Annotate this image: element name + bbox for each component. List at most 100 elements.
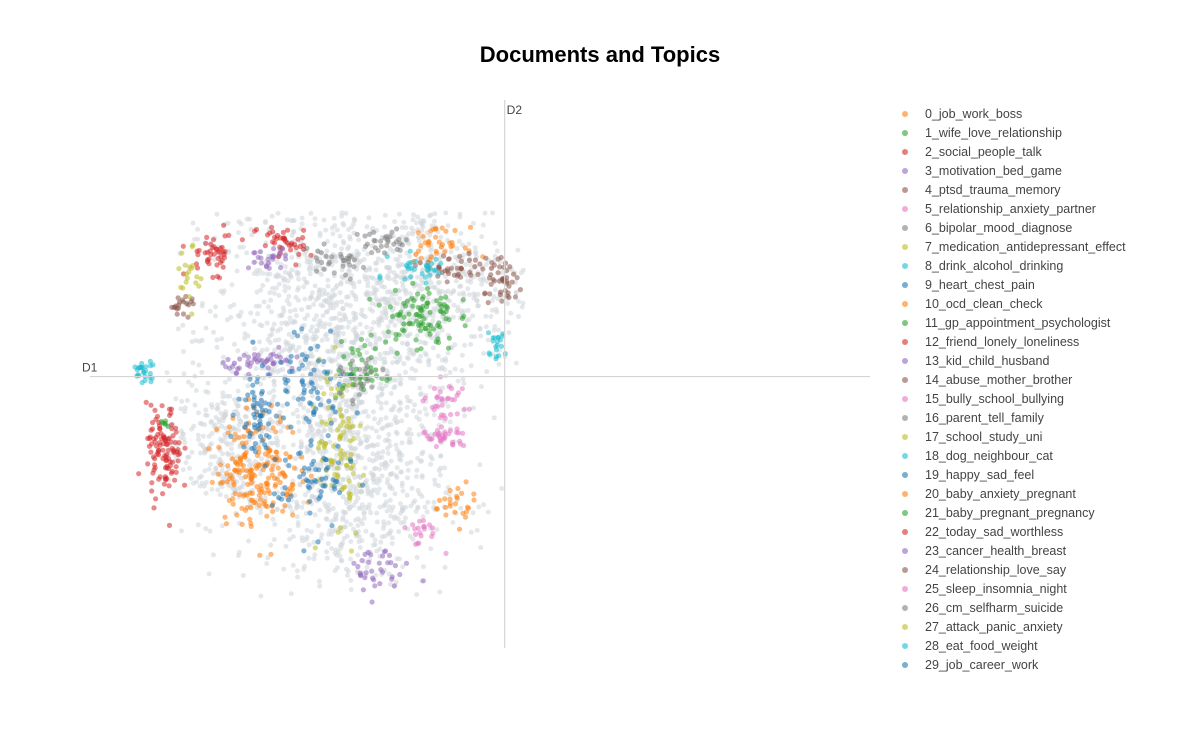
legend-label: 29_job_career_work	[925, 657, 1039, 672]
background-point	[490, 210, 495, 216]
legend-label: 8_drink_alcohol_drinking	[925, 258, 1064, 273]
legend-item-14[interactable]: 14_abuse_mother_brother	[896, 370, 1126, 389]
background-point	[203, 490, 209, 496]
background-point	[281, 566, 287, 572]
background-point	[298, 400, 304, 406]
background-point	[309, 324, 315, 330]
legend-item-19[interactable]: 19_happy_sad_feel	[896, 465, 1126, 484]
legend-item-28[interactable]: 28_eat_food_weight	[896, 636, 1126, 655]
legend-item-12[interactable]: 12_friend_lonely_loneliness	[896, 332, 1126, 351]
topic-point-14	[417, 260, 423, 266]
background-point	[491, 294, 497, 300]
background-point	[195, 236, 201, 242]
background-point	[331, 215, 337, 221]
legend-item-29[interactable]: 29_job_career_work	[896, 655, 1126, 674]
background-point	[420, 449, 426, 455]
topic-point-11	[358, 336, 364, 342]
legend-item-0[interactable]: 0_job_work_boss	[896, 104, 1126, 123]
background-point	[355, 523, 361, 529]
background-point	[419, 423, 425, 429]
topic-point-11	[357, 374, 364, 380]
background-point	[377, 336, 383, 342]
topic-point-6	[343, 272, 349, 278]
legend-item-24[interactable]: 24_relationship_love_say	[896, 560, 1126, 579]
topic-point-0	[215, 471, 221, 477]
topic-point-0	[232, 431, 238, 437]
legend-item-10[interactable]: 10_ocd_clean_check	[896, 294, 1126, 313]
topic-point-18	[403, 262, 409, 269]
legend-item-18[interactable]: 18_dog_neighbour_cat	[896, 446, 1126, 465]
topic-point-0	[264, 503, 270, 510]
topic-point-4	[504, 275, 510, 281]
legend-item-13[interactable]: 13_kid_child_husband	[896, 351, 1126, 370]
topic-point-19	[282, 485, 288, 491]
legend-item-15[interactable]: 15_bully_school_bullying	[896, 389, 1126, 408]
background-point	[209, 430, 215, 436]
background-point	[229, 451, 235, 457]
background-point	[197, 420, 203, 426]
topic-point-15	[412, 526, 418, 532]
legend-item-16[interactable]: 16_parent_tell_family	[896, 408, 1126, 427]
topic-point-29	[303, 416, 309, 422]
topic-point-20	[463, 509, 470, 515]
topic-point-17	[318, 438, 324, 445]
background-point	[419, 222, 425, 228]
topic-point-0	[242, 454, 248, 460]
background-point	[296, 419, 302, 425]
topic-point-2	[150, 470, 156, 476]
background-point	[269, 213, 275, 219]
background-point	[180, 467, 186, 473]
background-point	[305, 365, 310, 370]
legend-item-23[interactable]: 23_cancer_health_breast	[896, 541, 1126, 560]
background-point	[365, 413, 371, 419]
legend-label: 23_cancer_health_breast	[925, 543, 1067, 558]
topic-point-10	[433, 248, 439, 254]
background-point	[337, 311, 343, 317]
topic-point-10	[422, 240, 428, 246]
background-point	[312, 283, 318, 289]
topic-point-0	[270, 463, 276, 469]
topic-point-2	[169, 426, 175, 432]
legend-item-6[interactable]: 6_bipolar_mood_diagnose	[896, 218, 1126, 237]
legend-item-1[interactable]: 1_wife_love_relationship	[896, 123, 1126, 142]
background-point	[406, 231, 412, 237]
legend-item-11[interactable]: 11_gp_appointment_psychologist	[896, 313, 1126, 332]
legend-item-4[interactable]: 4_ptsd_trauma_memory	[896, 180, 1126, 199]
topic-point-14	[458, 258, 464, 264]
topic-point-9	[228, 433, 234, 439]
background-point	[295, 523, 301, 529]
topic-point-18	[427, 272, 433, 278]
legend-item-5[interactable]: 5_relationship_anxiety_partner	[896, 199, 1126, 218]
legend-item-25[interactable]: 25_sleep_insomnia_night	[896, 579, 1126, 598]
topic-point-29	[328, 420, 334, 426]
background-point	[327, 439, 333, 445]
legend-item-3[interactable]: 3_motivation_bed_game	[896, 161, 1126, 180]
background-point	[458, 230, 464, 236]
legend-item-9[interactable]: 9_heart_chest_pain	[896, 275, 1126, 294]
legend-item-8[interactable]: 8_drink_alcohol_drinking	[896, 256, 1126, 275]
topic-point-25	[448, 411, 454, 418]
topic-point-2	[173, 425, 179, 431]
topic-point-1	[409, 321, 416, 327]
topic-point-0	[249, 497, 256, 503]
topic-point-17	[324, 421, 330, 427]
background-point	[394, 446, 400, 452]
legend-item-20[interactable]: 20_baby_anxiety_pregnant	[896, 484, 1126, 503]
legend-item-27[interactable]: 27_attack_panic_anxiety	[896, 617, 1126, 636]
legend-item-7[interactable]: 7_medication_antidepressant_effect	[896, 237, 1126, 256]
background-point	[386, 333, 392, 339]
scatter-plot[interactable]: D1 D2	[0, 0, 880, 750]
topic-point-1	[414, 347, 420, 353]
topic-point-7	[335, 386, 341, 392]
background-point	[377, 351, 383, 357]
legend-item-26[interactable]: 26_cm_selfharm_suicide	[896, 598, 1126, 617]
background-point	[216, 419, 222, 425]
legend-item-22[interactable]: 22_today_sad_worthless	[896, 522, 1126, 541]
background-point	[322, 500, 327, 506]
legend-item-17[interactable]: 17_school_study_uni	[896, 427, 1126, 446]
topic-point-16	[375, 248, 381, 254]
legend-item-21[interactable]: 21_baby_pregnant_pregnancy	[896, 503, 1126, 522]
background-point	[327, 321, 333, 327]
background-point	[319, 532, 325, 538]
legend-item-2[interactable]: 2_social_people_talk	[896, 142, 1126, 161]
